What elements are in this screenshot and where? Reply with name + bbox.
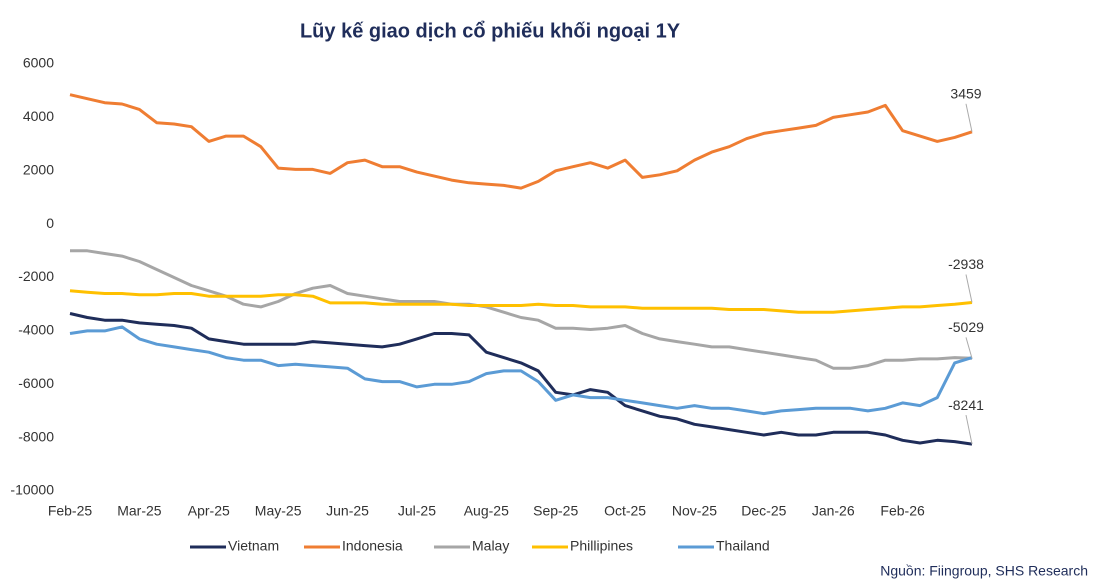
y-tick-label: -6000 bbox=[18, 375, 54, 391]
x-tick-label: Jan-26 bbox=[812, 503, 855, 519]
x-tick-label: Aug-25 bbox=[464, 503, 509, 519]
end-value-label: 3459 bbox=[950, 86, 981, 102]
y-tick-label: 0 bbox=[46, 215, 54, 231]
legend-label: Malay bbox=[472, 538, 509, 554]
legend-label: Thailand bbox=[716, 538, 770, 554]
x-tick-label: Jun-25 bbox=[326, 503, 369, 519]
series-line bbox=[69, 325, 973, 416]
series-line bbox=[69, 312, 973, 446]
source-note: Nguồn: Fiingroup, SHS Research bbox=[880, 563, 1088, 579]
x-tick-label: Jul-25 bbox=[398, 503, 436, 519]
y-tick-label: 4000 bbox=[23, 108, 54, 124]
y-tick-label: 2000 bbox=[23, 161, 54, 177]
legend-label: Phillipines bbox=[570, 538, 633, 554]
x-tick-label: Dec-25 bbox=[741, 503, 786, 519]
y-tick-label: 6000 bbox=[23, 55, 54, 71]
x-tick-label: Feb-26 bbox=[880, 503, 925, 519]
x-tick-label: Sep-25 bbox=[533, 503, 578, 519]
series-line bbox=[69, 289, 973, 314]
y-tick-label: -2000 bbox=[18, 268, 54, 284]
series-line bbox=[69, 93, 973, 190]
leader-line bbox=[965, 337, 973, 359]
x-tick-label: Oct-25 bbox=[604, 503, 646, 519]
x-tick-label: Apr-25 bbox=[188, 503, 230, 519]
end-value-label: -5029 bbox=[948, 319, 984, 335]
leader-line bbox=[965, 103, 973, 132]
y-tick-label: -4000 bbox=[18, 322, 54, 338]
y-tick-label: -10000 bbox=[10, 482, 54, 498]
legend-label: Indonesia bbox=[342, 538, 403, 554]
end-value-label: -2938 bbox=[948, 256, 984, 272]
y-tick-label: -8000 bbox=[18, 428, 54, 444]
leader-line bbox=[965, 414, 973, 445]
x-tick-label: Feb-25 bbox=[48, 503, 93, 519]
end-value-label: -8241 bbox=[948, 397, 984, 413]
series-line bbox=[70, 249, 973, 370]
x-tick-label: May-25 bbox=[255, 503, 302, 519]
x-tick-label: Nov-25 bbox=[672, 503, 717, 519]
chart-title: Lũy kế giao dịch cổ phiếu khối ngoại 1Y bbox=[300, 20, 681, 42]
x-tick-label: Mar-25 bbox=[117, 503, 162, 519]
legend-label: Vietnam bbox=[228, 538, 279, 554]
leader-line bbox=[965, 274, 973, 303]
